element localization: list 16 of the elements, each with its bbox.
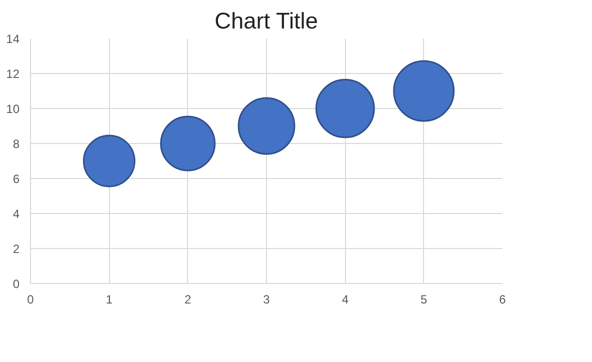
x-tick-label: 3 bbox=[263, 292, 270, 306]
x-tick-label: 1 bbox=[106, 292, 113, 306]
chart-title: Chart Title bbox=[214, 8, 318, 34]
y-tick-label: 8 bbox=[12, 137, 20, 151]
x-tick-label: 4 bbox=[342, 292, 349, 306]
x-tick-label: 5 bbox=[420, 292, 428, 306]
y-tick-label: 6 bbox=[12, 172, 20, 186]
x-tick-label: 6 bbox=[499, 292, 506, 306]
y-tick-label: 0 bbox=[12, 277, 20, 291]
y-tick-label: 10 bbox=[6, 102, 20, 116]
x-tick-label: 2 bbox=[184, 292, 192, 306]
y-tick-label: 4 bbox=[12, 207, 20, 221]
y-tick-label: 14 bbox=[6, 32, 20, 46]
y-tick-label: 2 bbox=[12, 242, 20, 256]
y-tick-label: 12 bbox=[6, 67, 20, 81]
x-tick-label: 0 bbox=[27, 292, 34, 306]
